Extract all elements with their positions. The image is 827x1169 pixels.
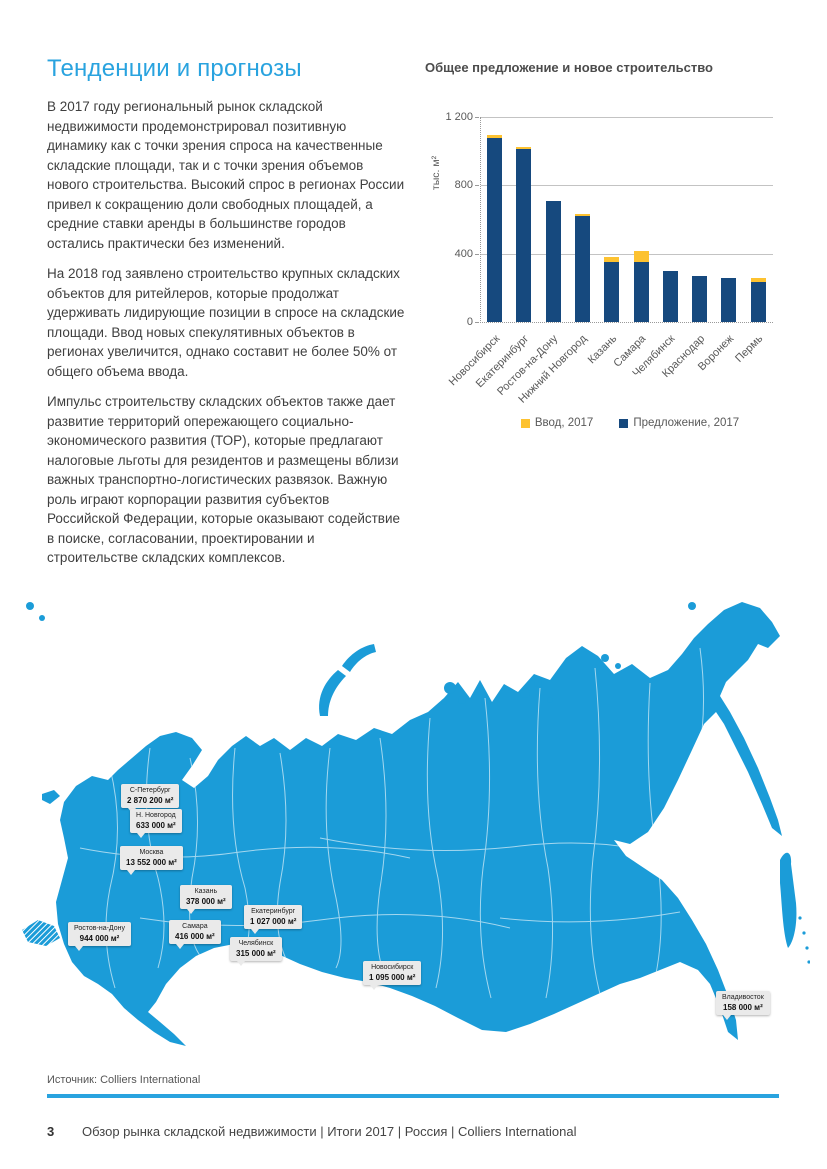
bar-segment-new [604,257,620,262]
bar-segment-new [633,250,649,263]
map-city-name: Самара [182,923,208,930]
bar-segment-new [487,134,502,138]
map-city-label: Москва 13 552 000 м² [120,846,183,875]
chart-area: тыс. м² Ввод, 2017 Предложение, 2017 0 400… [425,79,815,444]
map-city-name: Екатеринбург [251,908,296,915]
gridline [481,117,773,118]
footer-text: Обзор рынка складской недвижимости | Ито… [82,1124,577,1139]
y-tickmark [475,117,479,118]
legend-swatch [619,418,629,428]
legend-label: Предложение, 2017 [633,417,740,429]
bar-segment-supply [721,277,737,322]
map-city-name: С-Петербург [129,787,171,794]
section-title: Тенденции и прогнозы [47,55,302,82]
map-city-label: Новосибирск 1 095 000 м² [363,961,422,990]
page-footer: 3 Обзор рынка складской недвижимости | И… [47,1124,576,1139]
y-tickmark [475,185,479,187]
bar-Казань [604,257,620,322]
kaliningrad [42,790,60,804]
article-column: Тенденции и прогнозы В 2017 году региона… [47,55,405,579]
chart-legend: Ввод, 2017 Предложение, 2017 [480,417,780,429]
gridline [481,185,773,187]
y-tick-label: 0 [466,316,473,328]
bar-segment-new [516,146,532,149]
russia-mainland [56,602,782,1046]
map-city-value: 633 000 м² [136,820,176,830]
paragraph-3: Импульс строительству складских объектов… [47,394,401,565]
bar-segment-supply [604,261,620,322]
map-city-value: 2 870 200 м² [127,795,174,805]
map-city-name: Москва [139,849,164,856]
supply-chart: Общее предложение и новое строительство … [425,60,815,444]
bar-segment-supply [487,137,502,322]
bar-Ростов-на-Дону [545,200,561,322]
map-city-value: 378 000 м² [186,896,226,906]
islands [26,602,811,964]
legend-swatch [520,418,530,428]
bar-segment-new [750,277,766,282]
bar-segment-supply [662,270,678,322]
bar-segment-new [574,213,590,216]
map-city-name: Челябинск [238,940,274,947]
sakhalin [780,852,797,948]
footer-rule [47,1094,779,1098]
map-city-label: Владивосток 158 000 м² [716,991,770,1020]
gridline [481,253,773,255]
y-tick-label: 1 200 [445,111,473,123]
map-city-value: 416 000 м² [175,931,215,941]
plot-area [480,117,773,323]
bar-Челябинск [662,270,678,322]
legend-label: Ввод, 2017 [534,417,594,429]
map-city-name: Владивосток [722,994,764,1001]
map-city-name: Ростов-на-Дону [74,925,125,932]
bar-Воронеж [721,277,737,322]
map-city-label: Ростов-на-Дону 944 000 м² [68,922,131,951]
map-city-value: 158 000 м² [723,1002,763,1012]
map-city-value: 1 095 000 м² [369,972,416,982]
bar-Самара [633,250,649,322]
y-tickmark [475,253,479,255]
map-city-label: Самара 416 000 м² [169,920,221,949]
map-city-label: Казань 378 000 м² [180,885,232,914]
bar-Нижний Новгород [574,213,590,322]
map-city-value: 13 552 000 м² [126,857,177,867]
bar-segment-supply [574,215,590,322]
paragraph-2: На 2018 год заявлено строительство крупн… [47,266,405,379]
bar-Краснодар [692,275,708,322]
map-city-label: Челябинск 315 000 м² [230,937,282,966]
paragraph-1: В 2017 году региональный рынок складской… [47,99,405,251]
chart-title: Общее предложение и новое строительство [425,60,713,75]
y-tick-label: 800 [454,179,473,192]
bar-segment-supply [516,148,532,322]
bar-Екатеринбург [516,146,532,322]
bar-segment-supply [750,281,766,322]
novaya-zemlya [319,670,346,716]
y-tickmark [475,322,479,323]
map-city-value: 944 000 м² [79,933,120,943]
legend-item: Ввод, 2017 [520,417,594,429]
y-tick-label: 400 [454,247,473,260]
source-note: Источник: Colliers International [47,1074,201,1086]
map-city-label: Екатеринбург 1 027 000 м² [244,905,303,934]
bar-segment-supply [545,200,561,322]
legend-item: Предложение, 2017 [619,417,739,429]
bar-Новосибирск [487,134,502,322]
crimea-hatched [22,920,60,946]
bar-segment-supply [692,275,708,322]
map-city-name: Казань [194,888,218,895]
map-city-value: 315 000 м² [236,948,276,958]
russia-map: С-Петербург 2 870 200 м² Н. Новгород 633 00… [20,588,811,1070]
map-city-name: Новосибирск [371,964,414,971]
map-city-value: 1 027 000 м² [250,916,297,926]
map-city-label: Н. Новгород 633 000 м² [130,809,182,838]
map-city-name: Н. Новгород [136,812,176,819]
map-city-label: С-Петербург 2 870 200 м² [121,784,180,813]
page-number: 3 [47,1124,55,1139]
bar-Пермь [750,277,766,322]
bar-segment-supply [633,262,649,322]
